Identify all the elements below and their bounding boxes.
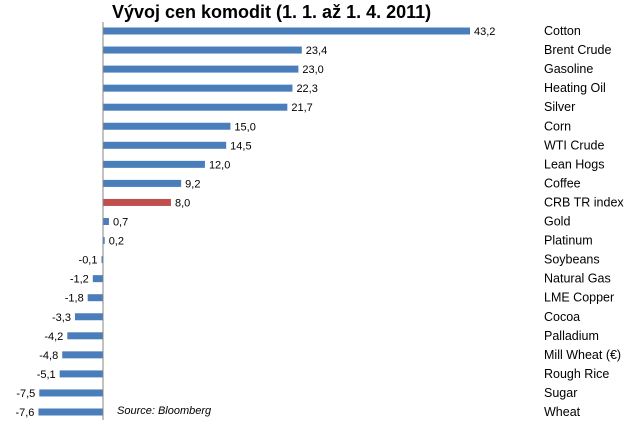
data-label-7: 12,0 — [209, 159, 230, 171]
category-label-10: Gold — [544, 215, 570, 229]
bar-7 — [103, 160, 205, 168]
source-note: Source: Bloomberg — [117, 405, 212, 417]
category-label-17: Mill Wheat (€) — [544, 348, 621, 362]
data-label-5: 15,0 — [234, 121, 255, 133]
bar-15 — [74, 313, 103, 321]
data-label-10: 0,7 — [113, 217, 128, 229]
data-label-8: 9,2 — [185, 178, 200, 190]
data-label-14: -1,8 — [65, 293, 84, 305]
category-label-13: Natural Gas — [544, 272, 611, 286]
data-label-17: -4,8 — [39, 350, 58, 362]
category-label-18: Rough Rice — [544, 367, 609, 381]
category-label-5: Corn — [544, 119, 571, 133]
bar-6 — [103, 141, 227, 149]
category-label-11: Platinum — [544, 234, 593, 248]
data-label-15: -3,3 — [52, 312, 71, 324]
category-label-1: Brent Crude — [544, 43, 611, 57]
data-label-16: -4,2 — [44, 331, 63, 343]
bar-11 — [103, 237, 105, 245]
bar-18 — [59, 370, 103, 378]
data-label-11: 0,2 — [109, 236, 124, 248]
data-label-13: -1,2 — [70, 274, 89, 286]
bar-19 — [39, 389, 103, 397]
category-label-16: Palladium — [544, 329, 599, 343]
bar-8 — [103, 179, 182, 187]
category-label-3: Heating Oil — [544, 81, 606, 95]
data-label-12: -0,1 — [79, 255, 98, 267]
bar-1 — [103, 46, 302, 54]
category-label-19: Sugar — [544, 386, 577, 400]
data-label-0: 43,2 — [474, 26, 495, 38]
bar-2 — [103, 65, 299, 73]
data-label-6: 14,5 — [230, 140, 251, 152]
category-label-9: CRB TR index — [544, 195, 624, 209]
bar-13 — [92, 275, 103, 283]
bar-14 — [87, 294, 103, 302]
bar-3 — [103, 84, 293, 92]
bar-20 — [38, 408, 104, 416]
data-label-2: 23,0 — [302, 64, 323, 76]
category-label-14: LME Copper — [544, 291, 614, 305]
bar-17 — [62, 351, 103, 359]
category-label-7: Lean Hogs — [544, 157, 604, 171]
bar-12 — [101, 256, 103, 264]
data-label-1: 23,4 — [306, 45, 327, 57]
category-label-2: Gasoline — [544, 62, 593, 76]
category-label-4: Silver — [544, 100, 575, 114]
data-label-18: -5,1 — [37, 369, 56, 381]
bar-9 — [103, 198, 171, 206]
data-label-3: 22,3 — [296, 83, 317, 95]
category-label-12: Soybeans — [544, 253, 600, 267]
category-label-8: Coffee — [544, 176, 581, 190]
bar-0 — [103, 27, 470, 35]
data-label-20: -7,6 — [15, 407, 34, 419]
category-label-0: Cotton — [544, 24, 581, 38]
data-label-4: 21,7 — [291, 102, 312, 114]
category-label-6: WTI Crude — [544, 138, 604, 152]
data-label-19: -7,5 — [16, 388, 35, 400]
bar-16 — [67, 332, 103, 340]
chart-title: Vývoj cen komodit (1. 1. až 1. 4. 2011) — [112, 2, 432, 22]
category-label-15: Cocoa — [544, 310, 580, 324]
data-label-9: 8,0 — [175, 197, 190, 209]
bar-10 — [103, 218, 109, 225]
bar-4 — [103, 103, 288, 111]
bar-5 — [103, 122, 231, 130]
category-label-20: Wheat — [544, 405, 581, 419]
